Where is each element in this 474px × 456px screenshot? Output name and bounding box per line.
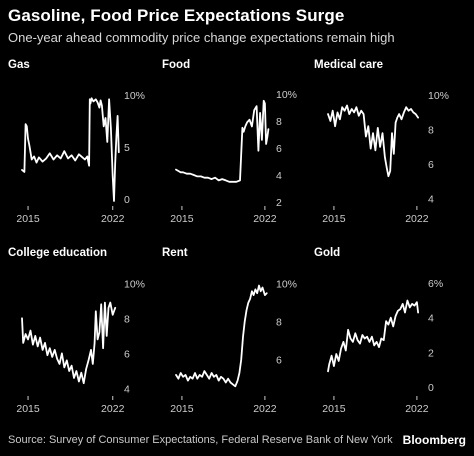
bloomberg-logo: Bloomberg (402, 433, 466, 447)
series-line (21, 97, 120, 202)
x-tick-label: 2015 (16, 213, 40, 225)
y-tick-label: 4 (124, 383, 130, 395)
series-line (21, 301, 117, 385)
panel-title: Rent (162, 247, 188, 259)
series-line (175, 99, 270, 183)
series-line (327, 299, 420, 373)
panel-gas: Gas 0 5 10% 2015 2022 (8, 59, 145, 225)
y-tick-label: 8 (276, 317, 282, 329)
series-line (175, 284, 268, 388)
y-tick-label: 6 (276, 355, 282, 367)
y-tick-label: 6 (428, 159, 434, 171)
panel-title: Food (162, 59, 190, 71)
x-tick-label: 2015 (16, 403, 40, 415)
y-tick-label: 4 (428, 194, 434, 206)
x-tick-label: 2015 (322, 403, 346, 415)
y-tick-label: 8 (276, 116, 282, 128)
x-tick-label: 2015 (170, 213, 194, 225)
panel-rent: Rent 6 8 10% 2015 2022 (162, 247, 297, 415)
y-tick-label: 8 (428, 125, 434, 137)
x-tick-label: 2022 (253, 403, 277, 415)
y-tick-label: 8 (124, 313, 130, 325)
x-tick-label: 2015 (170, 403, 194, 415)
chart-title: Gasoline, Food Price Expectations Surge (8, 6, 345, 25)
y-tick-label: 6% (428, 278, 443, 290)
series-line (327, 104, 420, 178)
y-tick-label: 10% (124, 278, 145, 290)
x-tick-label: 2022 (101, 213, 125, 225)
y-tick-label: 2 (428, 347, 434, 359)
panel-medical-care: Medical care 4 6 8 10% 2015 2022 (314, 59, 449, 225)
panel-title: Gold (314, 247, 340, 259)
panel-title: Medical care (314, 59, 383, 71)
y-tick-label: 4 (276, 170, 282, 182)
x-tick-label: 2022 (101, 403, 125, 415)
y-tick-label: 10% (276, 279, 297, 291)
y-tick-label: 0 (428, 382, 434, 394)
y-tick-label: 6 (276, 143, 282, 155)
x-tick-label: 2022 (405, 213, 429, 225)
x-tick-label: 2022 (253, 213, 277, 225)
y-tick-label: 4 (428, 313, 434, 325)
panel-title: College education (8, 247, 107, 259)
panel-food: Food 2 4 6 8 10% 2015 2022 (162, 59, 297, 225)
source-note: Source: Survey of Consumer Expectations,… (8, 434, 393, 446)
y-tick-label: 5 (124, 142, 130, 154)
y-tick-label: 10% (276, 89, 297, 101)
y-tick-label: 6 (124, 348, 130, 360)
x-tick-label: 2022 (405, 403, 429, 415)
x-tick-label: 2015 (322, 213, 346, 225)
chart-subtitle: One-year ahead commodity price change ex… (8, 30, 395, 45)
y-tick-label: 2 (276, 197, 282, 209)
y-tick-label: 0 (124, 194, 130, 206)
y-tick-label: 10% (428, 90, 449, 102)
y-tick-label: 10% (124, 90, 145, 102)
panel-college-education: College education 4 6 8 10% 2015 2022 (8, 247, 145, 415)
panel-title: Gas (8, 59, 30, 71)
panel-gold: Gold 0 2 4 6% 2015 2022 (314, 247, 443, 415)
